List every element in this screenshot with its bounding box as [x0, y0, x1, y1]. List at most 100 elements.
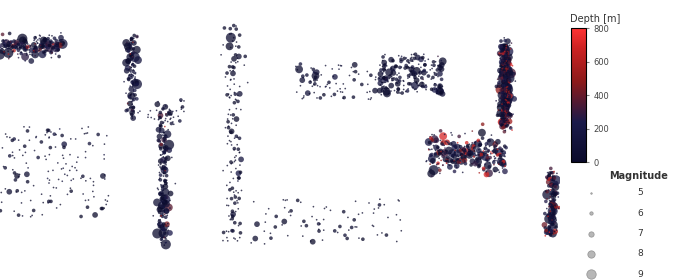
- Point: [57, 179, 68, 183]
- Point: [435, 138, 446, 143]
- Point: [502, 65, 513, 69]
- Point: [440, 159, 452, 163]
- Point: [327, 67, 338, 71]
- Point: [177, 105, 188, 109]
- Point: [434, 168, 445, 172]
- Point: [386, 78, 398, 83]
- Point: [386, 67, 397, 71]
- Point: [30, 48, 41, 52]
- Point: [478, 166, 489, 171]
- Point: [233, 223, 244, 228]
- Point: [545, 225, 556, 229]
- Point: [229, 82, 240, 87]
- Point: [474, 163, 485, 168]
- Point: [484, 157, 495, 161]
- Point: [220, 125, 231, 130]
- Point: [503, 49, 514, 54]
- Point: [493, 168, 504, 172]
- Point: [155, 199, 167, 204]
- Point: [386, 76, 398, 81]
- Point: [40, 48, 51, 53]
- Point: [505, 66, 516, 71]
- Point: [164, 108, 176, 113]
- Point: [494, 83, 505, 87]
- Point: [387, 59, 398, 64]
- Point: [498, 90, 509, 94]
- Point: [320, 85, 331, 89]
- Point: [502, 109, 513, 113]
- Point: [224, 188, 235, 192]
- Point: [503, 99, 514, 103]
- Point: [501, 106, 512, 111]
- Point: [176, 105, 187, 110]
- Point: [501, 67, 512, 72]
- Point: [0, 164, 9, 169]
- Point: [441, 149, 452, 153]
- Point: [493, 156, 504, 161]
- Point: [348, 69, 359, 74]
- Point: [412, 55, 423, 60]
- Point: [505, 125, 516, 129]
- Point: [298, 95, 309, 100]
- Point: [160, 166, 172, 171]
- Point: [64, 152, 76, 157]
- Point: [0, 190, 7, 195]
- Point: [431, 91, 442, 96]
- Point: [155, 162, 167, 167]
- Point: [163, 205, 174, 210]
- Point: [374, 203, 385, 207]
- Point: [498, 57, 509, 62]
- Point: [127, 116, 138, 120]
- Point: [456, 148, 468, 152]
- Point: [126, 112, 137, 117]
- Point: [500, 78, 512, 83]
- Point: [122, 59, 134, 64]
- Point: [381, 64, 392, 68]
- Point: [316, 73, 327, 77]
- Point: [35, 34, 46, 38]
- Point: [9, 171, 20, 175]
- Point: [3, 46, 14, 51]
- Point: [547, 197, 558, 202]
- Point: [159, 160, 170, 165]
- Point: [494, 68, 505, 73]
- Point: [545, 199, 557, 203]
- Point: [292, 67, 303, 72]
- Point: [1, 135, 13, 139]
- Point: [545, 202, 556, 207]
- Point: [503, 77, 514, 82]
- Point: [495, 50, 506, 55]
- Point: [295, 200, 307, 204]
- Point: [159, 124, 170, 129]
- Point: [500, 97, 511, 102]
- Point: [152, 102, 163, 106]
- Point: [503, 58, 514, 63]
- Point: [28, 48, 39, 53]
- Point: [496, 116, 507, 121]
- Point: [0, 50, 10, 54]
- Point: [232, 199, 243, 203]
- Point: [228, 77, 239, 81]
- Point: [312, 96, 323, 100]
- Point: [25, 44, 36, 48]
- Point: [14, 172, 25, 177]
- Point: [162, 221, 174, 226]
- Point: [103, 193, 114, 198]
- Point: [499, 119, 510, 124]
- Point: [228, 176, 239, 181]
- Point: [20, 42, 31, 47]
- Point: [499, 49, 510, 54]
- Point: [489, 145, 500, 150]
- Point: [492, 153, 503, 157]
- Point: [33, 49, 44, 53]
- Point: [128, 50, 139, 55]
- Point: [404, 65, 415, 70]
- Point: [480, 146, 491, 151]
- Point: [158, 167, 169, 172]
- Point: [483, 148, 494, 153]
- Point: [442, 160, 453, 164]
- Point: [500, 81, 512, 85]
- Point: [440, 150, 451, 154]
- Point: [498, 51, 509, 56]
- Point: [232, 207, 244, 211]
